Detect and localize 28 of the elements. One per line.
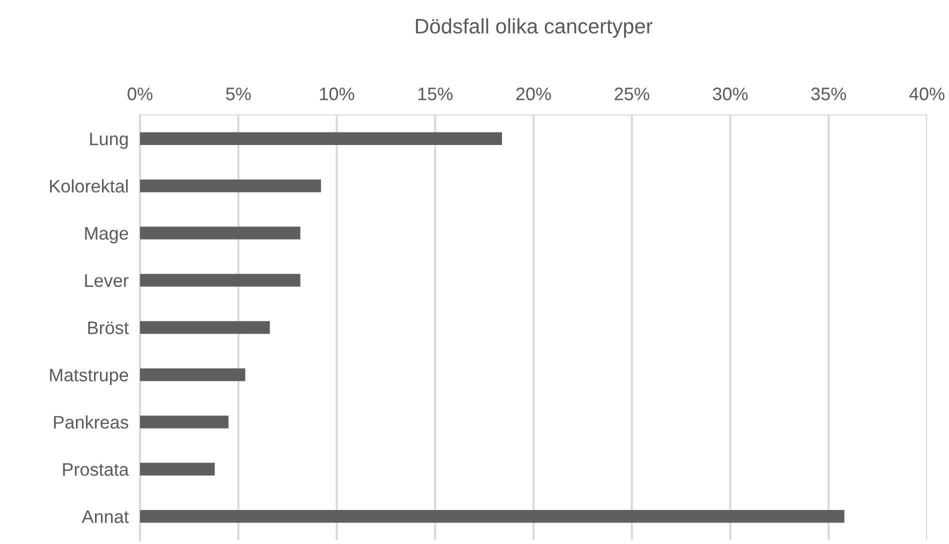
bar bbox=[140, 416, 229, 428]
bar bbox=[140, 132, 502, 145]
bar bbox=[140, 179, 322, 192]
bar bbox=[140, 462, 215, 476]
bar bbox=[140, 321, 270, 334]
x-tick-label: 40% bbox=[909, 88, 944, 100]
y-tick-label: Annat bbox=[82, 510, 129, 524]
x-tick-label: 35% bbox=[811, 88, 846, 100]
x-tick-label: 0% bbox=[128, 88, 152, 100]
bar bbox=[140, 368, 246, 382]
y-tick-label: Matstrupe bbox=[50, 368, 128, 386]
y-tick-label: Mage bbox=[85, 227, 128, 244]
bar bbox=[140, 510, 844, 523]
x-tick-label: 30% bbox=[712, 88, 748, 100]
y-tick-label: Prostata bbox=[63, 463, 129, 476]
chart-title: Dödsfall olika cancertyper bbox=[416, 18, 652, 38]
y-tick-label: Bröst bbox=[88, 322, 129, 334]
y-tick-label: Kolorektal bbox=[50, 179, 128, 193]
x-tick-label: 20% bbox=[516, 88, 551, 100]
y-tick-label: Lever bbox=[85, 274, 129, 287]
y-tick-label: Pankreas bbox=[54, 415, 128, 429]
bar bbox=[140, 274, 300, 287]
bar bbox=[140, 226, 300, 240]
x-tick-label: 15% bbox=[418, 88, 453, 100]
x-tick-label: 25% bbox=[614, 88, 650, 100]
x-tick-label: 10% bbox=[320, 88, 354, 100]
x-tick-label: 5% bbox=[226, 88, 251, 100]
y-tick-label: Lung bbox=[90, 132, 128, 149]
